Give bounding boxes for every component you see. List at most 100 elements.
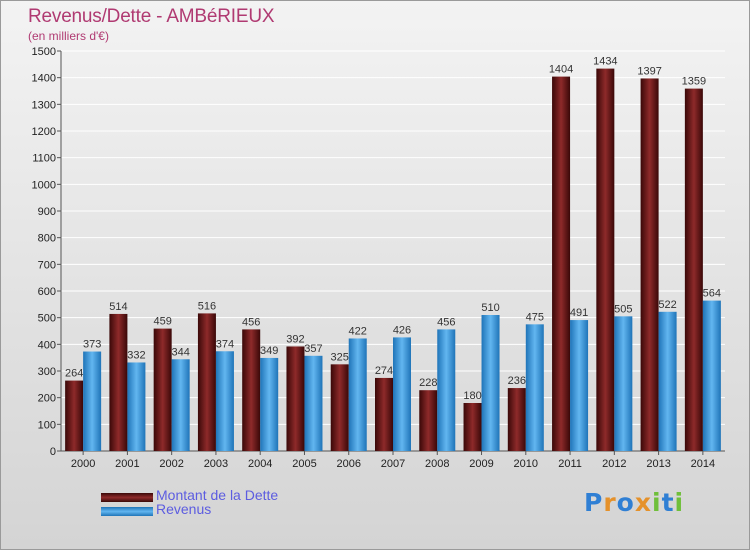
y-tick-label: 1400 <box>32 73 56 85</box>
data-label-revenus: 373 <box>83 339 101 351</box>
data-label-revenus: 510 <box>481 302 499 314</box>
data-label-dette: 180 <box>463 390 481 402</box>
y-tick-label: 700 <box>38 259 56 271</box>
x-tick-label: 2008 <box>425 458 449 470</box>
bar-dette <box>153 328 172 451</box>
y-tick-label: 900 <box>38 206 56 218</box>
y-tick-label: 200 <box>38 393 56 405</box>
bar-revenus <box>215 351 234 451</box>
bar-revenus <box>348 338 367 451</box>
x-tick-label: 2007 <box>381 458 405 470</box>
logo-letter: i <box>674 488 685 517</box>
bar-revenus <box>702 300 721 451</box>
x-tick-label: 2004 <box>248 458 272 470</box>
bar-dette <box>65 380 84 451</box>
data-label-dette: 228 <box>419 377 437 389</box>
bar-revenus <box>171 359 190 451</box>
chart-subtitle: (en milliers d'€) <box>28 29 109 43</box>
x-tick-label: 2013 <box>646 458 670 470</box>
data-label-revenus: 349 <box>260 345 278 357</box>
data-label-dette: 264 <box>65 368 83 380</box>
bar-dette <box>197 313 216 451</box>
data-label-dette: 1404 <box>549 64 573 76</box>
bar-dette <box>419 390 438 451</box>
logo-letter: r <box>603 488 617 517</box>
bar-dette <box>109 313 128 451</box>
y-tick-label: 100 <box>38 419 56 431</box>
bar-dette <box>596 68 615 451</box>
bar-dette <box>242 329 261 451</box>
legend-swatch-dette <box>101 493 153 502</box>
proxiti-logo: Proxiti <box>584 488 684 517</box>
chart-title: Revenus/Dette - AMBéRIEUX <box>28 6 275 27</box>
y-tick-label: 800 <box>38 233 56 245</box>
data-label-revenus: 522 <box>658 299 676 311</box>
y-tick-label: 300 <box>38 366 56 378</box>
data-label-dette: 325 <box>331 351 349 363</box>
bar-revenus <box>481 315 500 451</box>
data-label-dette: 1397 <box>637 65 661 77</box>
data-label-revenus: 564 <box>703 288 721 300</box>
data-label-revenus: 491 <box>570 307 588 319</box>
logo-letter: t <box>661 488 675 517</box>
bar-revenus <box>570 320 589 451</box>
bar-revenus <box>127 362 146 451</box>
bar-revenus <box>393 337 411 451</box>
data-label-dette: 274 <box>375 365 393 377</box>
data-label-revenus: 426 <box>393 324 411 336</box>
bar-dette <box>684 88 703 451</box>
data-label-dette: 1359 <box>682 76 706 88</box>
bar-dette <box>375 377 393 451</box>
y-tick-label: 0 <box>50 446 56 458</box>
data-label-dette: 392 <box>286 333 304 345</box>
y-tick-label: 1100 <box>32 153 56 165</box>
x-tick-label: 2000 <box>71 458 95 470</box>
bar-revenus <box>614 316 633 451</box>
bar-dette <box>463 403 482 451</box>
y-tick-label: 600 <box>38 286 56 298</box>
x-tick-label: 2003 <box>204 458 228 470</box>
bar-dette <box>286 346 305 451</box>
x-tick-label: 2012 <box>602 458 626 470</box>
data-label-revenus: 422 <box>349 325 367 337</box>
data-label-revenus: 475 <box>526 311 544 323</box>
data-label-revenus: 374 <box>216 338 234 350</box>
x-tick-label: 2011 <box>558 458 582 470</box>
data-label-revenus: 456 <box>437 316 455 328</box>
data-label-dette: 459 <box>153 316 171 328</box>
bar-dette <box>330 364 349 451</box>
logo-letter: x <box>634 488 652 517</box>
bar-revenus <box>83 351 102 451</box>
data-label-dette: 456 <box>242 316 260 328</box>
data-label-revenus: 505 <box>614 303 632 315</box>
x-tick-label: 2014 <box>691 458 715 470</box>
bar-revenus <box>304 355 323 451</box>
x-tick-label: 2006 <box>336 458 360 470</box>
logo-letter: i <box>652 488 662 517</box>
legend-swatch-revenus <box>101 507 153 516</box>
data-label-revenus: 344 <box>171 346 189 358</box>
y-tick-label: 1300 <box>32 99 56 111</box>
legend-label-revenus: Revenus <box>156 501 212 517</box>
data-label-dette: 516 <box>198 300 216 312</box>
legend-label-dette: Montant de la Dette <box>156 487 279 503</box>
y-tick-label: 1200 <box>32 126 56 138</box>
bar-revenus <box>260 357 279 451</box>
bar-revenus <box>658 311 677 451</box>
y-tick-label: 400 <box>38 339 56 351</box>
x-tick-label: 2005 <box>292 458 316 470</box>
y-tick-label: 1500 <box>32 46 56 58</box>
y-tick-label: 500 <box>38 313 56 325</box>
bar-dette <box>507 388 526 451</box>
bar-dette <box>640 78 659 451</box>
data-label-dette: 236 <box>508 375 526 387</box>
data-label-revenus: 332 <box>127 349 145 361</box>
logo-letter: o <box>616 488 635 517</box>
bar-revenus <box>525 324 544 451</box>
data-label-dette: 1434 <box>593 56 617 68</box>
data-label-revenus: 357 <box>304 343 322 355</box>
x-tick-label: 2010 <box>514 458 538 470</box>
x-tick-label: 2001 <box>115 458 139 470</box>
